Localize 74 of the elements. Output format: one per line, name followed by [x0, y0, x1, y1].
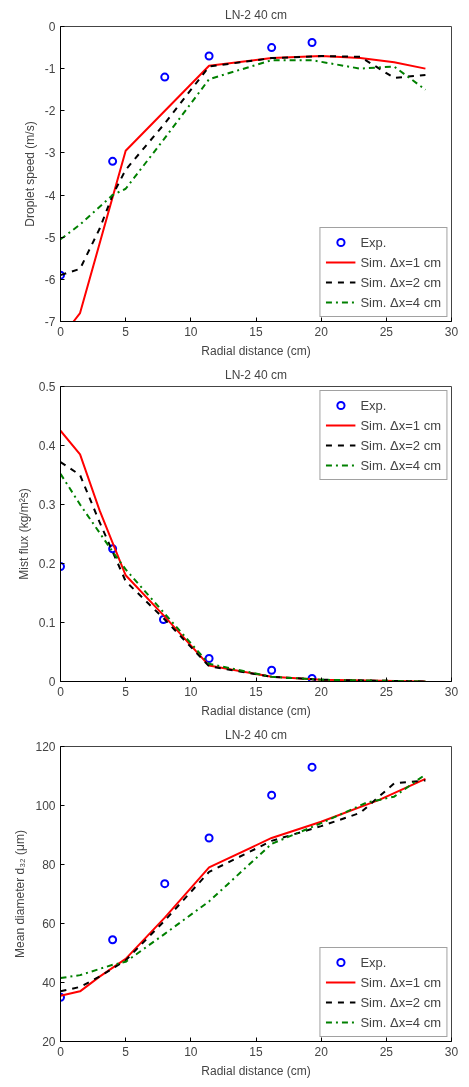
legend-label: Sim. Δx=4 cm — [360, 293, 441, 311]
y-tick-label: 0.3 — [38, 498, 56, 512]
y-tick-label: -3 — [44, 146, 56, 161]
legend-label: Sim. Δx=1 cm — [360, 973, 441, 991]
y-tick-label: 0.2 — [38, 557, 56, 571]
point — [307, 38, 317, 48]
x-tick-label: 15 — [249, 684, 263, 699]
point — [108, 544, 118, 554]
y-axis-title: Droplet speed (m/s) — [22, 121, 37, 227]
x-axis-title: Radial distance (cm) — [201, 1063, 311, 1078]
chart-title: LN-2 40 cm — [224, 727, 288, 742]
x-tick-label: 30 — [444, 1044, 459, 1059]
point — [204, 833, 214, 843]
x-tick-label: 20 — [314, 684, 329, 699]
point — [267, 790, 277, 800]
y-axis-title: Mist flux (kg/m²s) — [16, 488, 31, 580]
point — [108, 935, 118, 945]
y-tick-label: -1 — [44, 62, 56, 77]
y-tick-label: 0.4 — [38, 439, 56, 453]
point — [267, 665, 277, 675]
legend-label: Sim. Δx=4 cm — [360, 1013, 441, 1031]
y-tick-label: 40 — [42, 976, 56, 990]
chart-title: LN-2 40 cm — [224, 7, 288, 22]
y-tick-label: 20 — [42, 1035, 56, 1049]
legend-label: Sim. Δx=4 cm — [360, 456, 441, 474]
x-tick-label: 5 — [122, 324, 130, 339]
point — [307, 762, 317, 772]
y-tick-label: -5 — [44, 230, 56, 245]
x-tick-label: 15 — [249, 324, 263, 339]
y-tick-label: 120 — [35, 740, 56, 754]
y-tick-label: 60 — [42, 917, 56, 931]
x-tick-label: 10 — [184, 1044, 198, 1059]
x-tick-label: 20 — [314, 1044, 329, 1059]
x-tick-label: 20 — [314, 324, 329, 339]
y-tick-label: 0 — [48, 20, 56, 34]
y-axis-title: Mean diameter d₃₂ (μm) — [13, 830, 28, 958]
x-tick-label: 25 — [379, 1044, 394, 1059]
y-tick-label: 100 — [35, 799, 56, 813]
x-tick-label: 15 — [249, 1044, 263, 1059]
x-tick-label: 30 — [444, 324, 459, 339]
legend-label: Exp. — [360, 396, 387, 414]
point — [160, 879, 170, 889]
x-tick-label: 30 — [444, 684, 459, 699]
legend-label: Sim. Δx=1 cm — [360, 253, 441, 271]
y-tick-label: -7 — [44, 315, 56, 329]
legend-label: Exp. — [360, 953, 387, 971]
legend-label: Sim. Δx=2 cm — [360, 436, 441, 454]
x-tick-label: 10 — [184, 324, 198, 339]
y-tick-label: 0.5 — [38, 380, 56, 394]
y-tick-label: -6 — [44, 272, 56, 287]
legend-label: Sim. Δx=2 cm — [360, 993, 441, 1011]
legend-label: Exp. — [360, 233, 387, 251]
x-tick-label: 5 — [122, 684, 130, 699]
point — [108, 156, 118, 166]
x-tick-label: 5 — [122, 1044, 130, 1059]
legend-label: Sim. Δx=1 cm — [360, 416, 441, 434]
y-tick-label: -2 — [44, 104, 56, 119]
x-tick-label: 25 — [379, 684, 394, 699]
legend-label: Sim. Δx=2 cm — [360, 273, 441, 291]
point — [158, 615, 168, 625]
x-axis-title: Radial distance (cm) — [201, 343, 311, 358]
point — [204, 51, 214, 61]
point — [204, 654, 214, 663]
y-tick-label: 0.1 — [38, 616, 56, 630]
y-tick-label: 0 — [48, 675, 56, 689]
chart-title: LN-2 40 cm — [224, 367, 288, 382]
y-tick-label: 80 — [42, 858, 56, 872]
point — [307, 674, 317, 682]
x-tick-label: 25 — [379, 324, 394, 339]
x-axis-title: Radial distance (cm) — [201, 703, 311, 718]
x-tick-label: 10 — [184, 684, 198, 699]
point — [160, 72, 170, 82]
y-tick-label: -4 — [44, 188, 56, 203]
point — [267, 43, 277, 53]
